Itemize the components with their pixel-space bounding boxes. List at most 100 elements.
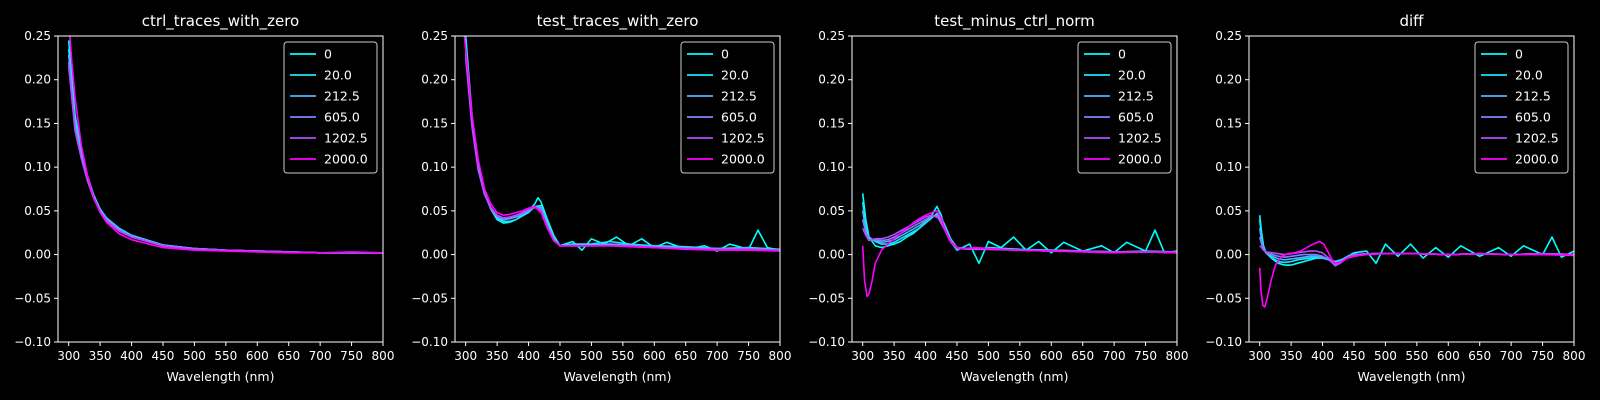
- axes-frame: [1248, 35, 1575, 343]
- x-tick-label: 650: [1071, 349, 1094, 363]
- legend-entry: 212.5: [324, 89, 360, 104]
- axes-frame: [851, 35, 1178, 343]
- x-tick-label: 750: [1134, 349, 1157, 363]
- legend-entry: 20.0: [1118, 68, 1146, 83]
- y-tick-label: 0.10: [818, 160, 845, 174]
- chart-title: diff: [1399, 12, 1424, 30]
- y-tick-label: 0.15: [818, 116, 845, 130]
- y-tick-label: 0.00: [24, 248, 51, 262]
- chart-3: test_minus_ctrl_norm 300 350 400 450 500 550 60…: [808, 12, 1188, 384]
- legend-entry: 212.5: [1118, 89, 1154, 104]
- x-tick-label: 350: [486, 349, 509, 363]
- chart-title: ctrl_traces_with_zero: [142, 12, 299, 31]
- x-tick-label: 800: [372, 349, 395, 363]
- y-tick-label: 0.10: [421, 160, 448, 174]
- y-tick-label: 0.25: [421, 29, 448, 43]
- legend-entry: 605.0: [1515, 110, 1551, 125]
- y-tick-label: 0.25: [1215, 29, 1242, 43]
- x-tick-label: 400: [914, 349, 937, 363]
- legend-entry: 0: [1118, 47, 1126, 62]
- x-tick-label: 600: [1437, 349, 1460, 363]
- x-tick-label: 800: [1166, 349, 1189, 363]
- x-tick-label: 500: [1374, 349, 1397, 363]
- x-tick-label: 300: [1248, 349, 1271, 363]
- legend-entry: 1202.5: [324, 131, 368, 146]
- x-tick-label: 400: [120, 349, 143, 363]
- x-tick-label: 550: [214, 349, 237, 363]
- y-tick-label: 0.25: [24, 29, 51, 43]
- series-line-2000.0: [69, 36, 383, 254]
- x-axis-label: Wavelength (nm): [564, 369, 672, 384]
- x-tick-label: 700: [309, 349, 332, 363]
- legend: 0 20.0 212.5 605.0 1202.5 2000.0: [1474, 41, 1569, 174]
- series-line-2000.0: [861, 210, 1177, 298]
- y-tick-label: −0.05: [14, 291, 51, 305]
- legend-entry: 2000.0: [1515, 152, 1559, 167]
- x-tick-label: 500: [977, 349, 1000, 363]
- axes-frame: [454, 35, 781, 343]
- chart-title: test_minus_ctrl_norm: [934, 12, 1095, 31]
- x-tick-label: 350: [883, 349, 906, 363]
- legend-entry: 2000.0: [324, 152, 368, 167]
- legend: 0 20.0 212.5 605.0 1202.5 2000.0: [680, 41, 775, 174]
- y-tick-label: −0.10: [411, 335, 448, 349]
- x-tick-label: 600: [246, 349, 269, 363]
- x-tick-label: 750: [737, 349, 760, 363]
- x-tick-label: 350: [89, 349, 112, 363]
- x-tick-label: 450: [1343, 349, 1366, 363]
- x-tick-label: 750: [340, 349, 363, 363]
- series-group: [861, 193, 1177, 298]
- series-line-0: [861, 193, 1177, 265]
- legend-entry: 20.0: [324, 68, 352, 83]
- x-tick-label: 450: [549, 349, 572, 363]
- x-axis-label: Wavelength (nm): [167, 369, 275, 384]
- legend-entry: 212.5: [721, 89, 757, 104]
- legend-entry: 0: [721, 47, 729, 62]
- x-tick-label: 550: [1405, 349, 1428, 363]
- series-group: [1258, 215, 1574, 308]
- series-line-2000.0: [1258, 240, 1574, 308]
- y-tick-label: −0.05: [1205, 291, 1242, 305]
- legend-entry: 1202.5: [721, 131, 765, 146]
- legend-entry: 605.0: [1118, 110, 1154, 125]
- y-tick-label: 0.05: [421, 204, 448, 218]
- y-tick-label: 0.10: [1215, 160, 1242, 174]
- y-tick-label: −0.10: [1205, 335, 1242, 349]
- legend-entry: 0: [1515, 47, 1523, 62]
- series-line-2000.0: [463, 36, 780, 252]
- x-tick-label: 600: [643, 349, 666, 363]
- y-tick-label: 0.15: [1215, 116, 1242, 130]
- legend-entry: 1202.5: [1515, 131, 1559, 146]
- legend-entry: 212.5: [1515, 89, 1551, 104]
- x-tick-label: 300: [57, 349, 80, 363]
- y-tick-label: −0.05: [411, 291, 448, 305]
- x-tick-label: 550: [1008, 349, 1031, 363]
- legend: 0 20.0 212.5 605.0 1202.5 2000.0: [1077, 41, 1172, 174]
- legend-entry: 2000.0: [721, 152, 765, 167]
- y-tick-label: 0.00: [818, 248, 845, 262]
- legend-entry: 605.0: [324, 110, 360, 125]
- series-line-0: [1258, 215, 1574, 266]
- x-tick-label: 700: [1103, 349, 1126, 363]
- x-tick-label: 650: [1468, 349, 1491, 363]
- x-tick-label: 500: [580, 349, 603, 363]
- legend-entry: 605.0: [721, 110, 757, 125]
- x-tick-label: 450: [152, 349, 175, 363]
- chart-title: test_traces_with_zero: [537, 12, 699, 31]
- y-tick-label: 0.25: [818, 29, 845, 43]
- x-tick-label: 800: [769, 349, 792, 363]
- legend-entry: 1202.5: [1118, 131, 1162, 146]
- legend-entry: 20.0: [1515, 68, 1543, 83]
- chart-1: ctrl_traces_with_zero 300 350 400 450 500 550 6…: [14, 12, 394, 384]
- y-tick-label: 0.10: [24, 160, 51, 174]
- chart-4: diff 300 350 400 450 500 550 600 650 700 750 800 −0.…: [1205, 12, 1585, 384]
- x-tick-label: 500: [183, 349, 206, 363]
- y-tick-label: 0.15: [24, 116, 51, 130]
- y-tick-label: 0.05: [24, 204, 51, 218]
- series-group: [463, 36, 780, 252]
- x-tick-label: 750: [1531, 349, 1554, 363]
- y-tick-label: −0.10: [14, 335, 51, 349]
- x-tick-label: 700: [706, 349, 729, 363]
